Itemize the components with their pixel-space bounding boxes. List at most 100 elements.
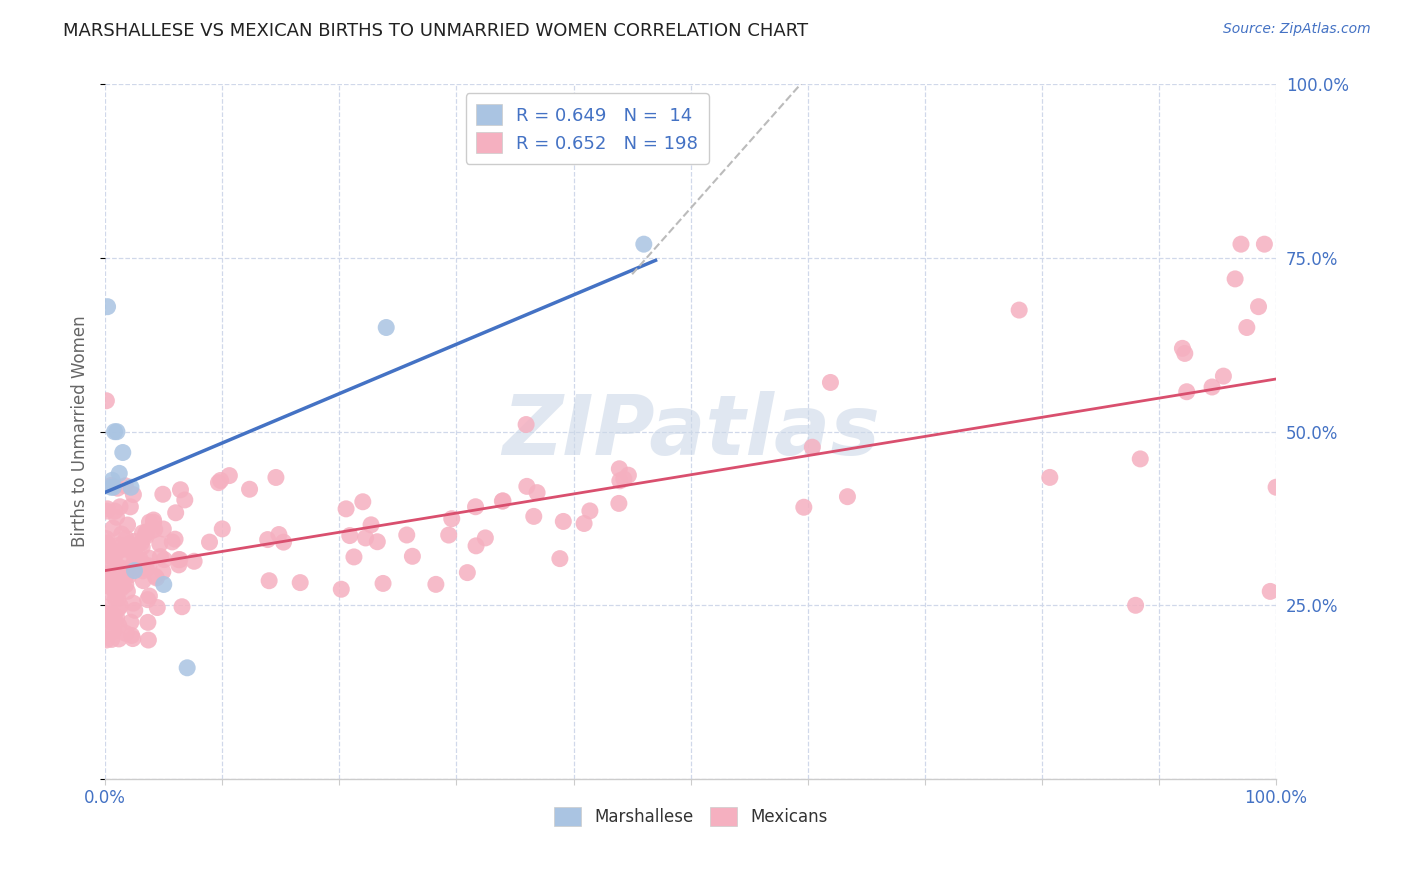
Point — [124, 559, 146, 574]
Point — [553, 515, 575, 529]
Point — [456, 566, 478, 580]
Point — [108, 538, 131, 552]
Point — [492, 494, 515, 508]
Point — [114, 570, 136, 584]
Point — [169, 552, 191, 566]
Point — [104, 548, 127, 562]
Text: ZIPatlas: ZIPatlas — [502, 392, 880, 472]
Point — [352, 495, 374, 509]
Point — [105, 566, 128, 580]
Point — [96, 566, 118, 581]
Point — [101, 609, 124, 624]
Point — [173, 492, 195, 507]
Point — [218, 468, 240, 483]
Point — [115, 540, 138, 554]
Point — [111, 527, 134, 541]
Point — [607, 462, 630, 476]
Point — [108, 632, 131, 646]
Point — [100, 632, 122, 647]
Point — [96, 504, 118, 518]
Point — [1039, 470, 1062, 484]
Point — [167, 552, 190, 566]
Point — [132, 557, 155, 571]
Text: Source: ZipAtlas.com: Source: ZipAtlas.com — [1223, 22, 1371, 37]
Point — [152, 577, 174, 591]
Text: MARSHALLESE VS MEXICAN BIRTHS TO UNMARRIED WOMEN CORRELATION CHART: MARSHALLESE VS MEXICAN BIRTHS TO UNMARRI… — [63, 22, 808, 40]
Point — [152, 522, 174, 536]
Point — [1253, 237, 1275, 252]
Point — [105, 510, 128, 524]
Point — [165, 506, 187, 520]
Point — [96, 536, 118, 550]
Point — [1230, 237, 1253, 252]
Point — [104, 591, 127, 606]
Point — [160, 535, 183, 549]
Point — [146, 600, 169, 615]
Point — [114, 626, 136, 640]
Point — [96, 393, 118, 408]
Point — [96, 577, 118, 591]
Point — [609, 474, 631, 488]
Point — [138, 633, 160, 648]
Point — [108, 618, 131, 632]
Point — [101, 521, 124, 535]
Point — [96, 574, 118, 589]
Point — [1175, 384, 1198, 399]
Point — [1129, 451, 1152, 466]
Point — [117, 584, 139, 599]
Point — [837, 490, 859, 504]
Point — [138, 589, 160, 603]
Point — [343, 549, 366, 564]
Point — [101, 625, 124, 640]
Point — [143, 523, 166, 537]
Point — [97, 584, 120, 599]
Point — [170, 599, 193, 614]
Point — [464, 500, 486, 514]
Point — [516, 479, 538, 493]
Point — [117, 566, 139, 580]
Point — [152, 487, 174, 501]
Point — [152, 565, 174, 579]
Point — [793, 500, 815, 515]
Point — [107, 544, 129, 558]
Point — [117, 569, 139, 583]
Point — [1171, 342, 1194, 356]
Point — [103, 554, 125, 568]
Point — [134, 527, 156, 541]
Point — [125, 552, 148, 566]
Point — [118, 537, 141, 551]
Point — [121, 560, 143, 574]
Point — [548, 551, 571, 566]
Point — [135, 524, 157, 539]
Point — [1265, 480, 1288, 494]
Point — [1236, 320, 1258, 334]
Point — [108, 541, 131, 555]
Point — [127, 561, 149, 575]
Point — [211, 522, 233, 536]
Point — [110, 574, 132, 588]
Point — [107, 570, 129, 584]
Point — [104, 585, 127, 599]
Point — [165, 532, 187, 546]
Point — [117, 518, 139, 533]
Point — [395, 528, 418, 542]
Point — [114, 577, 136, 591]
Point — [425, 577, 447, 591]
Point — [256, 533, 278, 547]
Point — [96, 501, 118, 516]
Point — [121, 632, 143, 646]
Point — [375, 320, 398, 334]
Point — [474, 531, 496, 545]
Point — [110, 599, 132, 613]
Point — [101, 608, 124, 623]
Point — [96, 607, 118, 621]
Point — [138, 551, 160, 566]
Point — [103, 550, 125, 565]
Point — [120, 615, 142, 630]
Point — [149, 549, 172, 564]
Point — [100, 560, 122, 574]
Point — [131, 540, 153, 554]
Point — [103, 480, 125, 494]
Point — [801, 440, 824, 454]
Point — [440, 511, 463, 525]
